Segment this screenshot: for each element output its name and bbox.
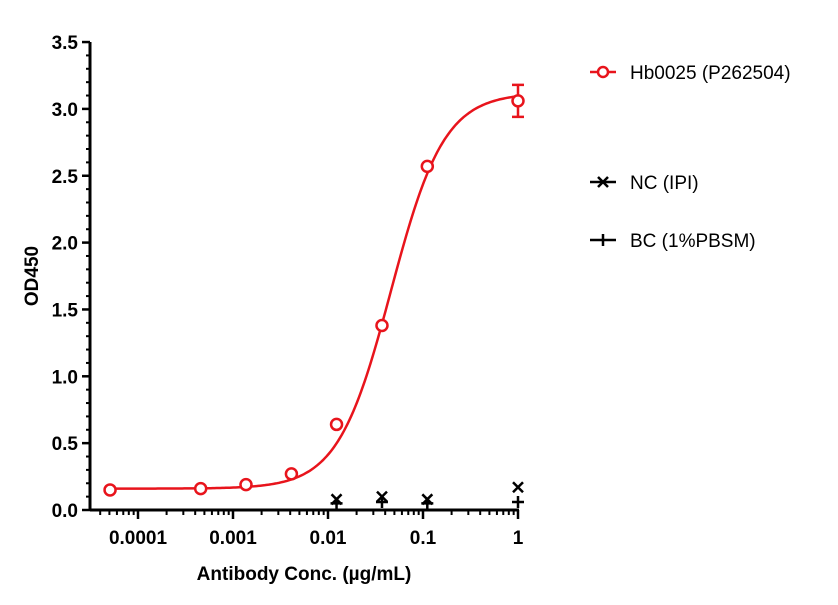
y-tick-label: 2.0	[52, 234, 78, 255]
data-point	[239, 477, 253, 492]
y-tick-label: 3.0	[52, 100, 78, 121]
y-tick-label: 0.0	[52, 501, 78, 522]
legend-label: Hb0025 (P262504)	[630, 63, 791, 84]
series-2	[330, 495, 524, 510]
axes: 0.0 0.5 1.0 1.5 2.0 2.5 3.0 3.5 0.0001 0.001 0.01 0…	[52, 33, 524, 549]
y-tick-label: 1.5	[52, 300, 79, 321]
x-tick-label: 0.0001	[109, 528, 168, 549]
data-point	[511, 94, 525, 108]
data-point	[375, 495, 388, 508]
y-tick-label: 3.5	[52, 33, 79, 54]
y-tick-label: 1.0	[52, 367, 78, 388]
y-axis-label: OD450	[22, 246, 43, 306]
x-tick-label: 0.01	[310, 528, 347, 549]
y-tick-label: 0.5	[52, 434, 79, 455]
x-tick-label: 1	[513, 528, 524, 549]
plot-area	[103, 83, 525, 510]
legend-marker	[596, 65, 610, 79]
data-point	[512, 481, 524, 494]
data-point	[421, 497, 434, 510]
data-point	[193, 481, 208, 496]
data-point	[330, 497, 343, 510]
x-tick-label: 0.001	[209, 528, 257, 549]
x-axis-label: Antibody Conc. (µg/mL)	[197, 564, 412, 585]
data-point	[284, 467, 299, 481]
x-tick-label: 0.1	[410, 528, 437, 549]
data-point	[420, 159, 435, 174]
data-point	[375, 318, 389, 333]
legend-marker	[597, 176, 609, 188]
data-point	[103, 483, 117, 497]
series-0	[103, 83, 525, 497]
data-point	[512, 495, 524, 508]
y-tick-label: 2.5	[52, 167, 79, 188]
legend: Hb0025 (P262504) NC (IPI) BC (1%PBSM)	[590, 63, 791, 252]
legend-label: BC (1%PBSM)	[630, 231, 756, 252]
legend-label: NC (IPI)	[630, 173, 699, 194]
fit-curve	[110, 95, 517, 490]
data-point	[329, 417, 344, 432]
